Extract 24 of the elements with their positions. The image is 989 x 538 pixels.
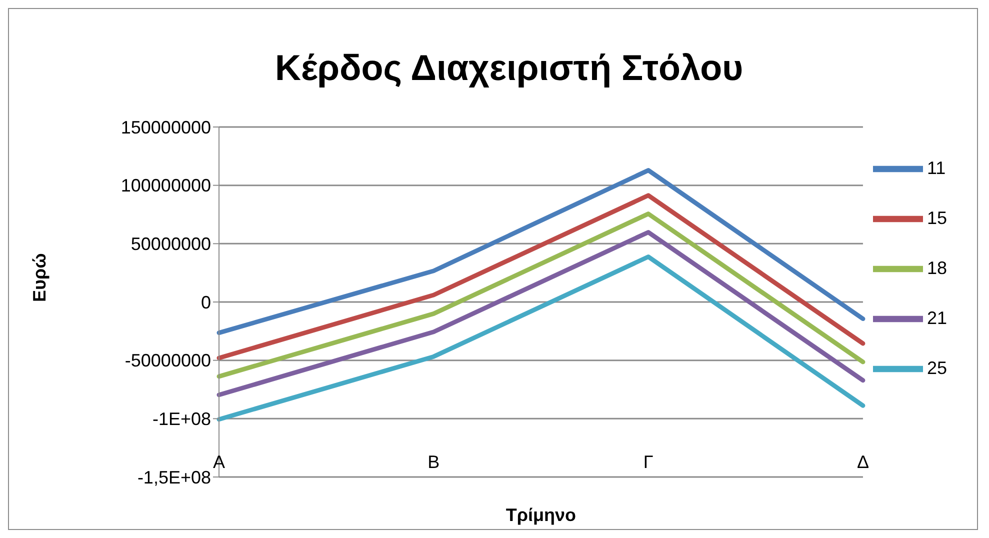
y-tick-label: 50000000 <box>130 234 211 254</box>
legend-label: 21 <box>926 308 947 328</box>
x-tick-label: Α <box>212 452 226 472</box>
legend-label: 15 <box>926 208 947 228</box>
y-axis-title: Ευρώ <box>29 253 50 302</box>
y-tick-label: -50000000 <box>124 350 211 371</box>
y-tick-label: 150000000 <box>120 117 211 138</box>
y-tick-label: -1E+08 <box>152 409 211 430</box>
y-tick-label: -1,5E+08 <box>137 467 211 488</box>
legend-label: 18 <box>926 258 947 278</box>
legend-label: 11 <box>926 158 946 178</box>
legend-label: 25 <box>926 358 947 378</box>
x-tick-label: Δ <box>856 452 869 472</box>
line-series <box>216 193 866 360</box>
line-series <box>216 212 866 379</box>
x-axis-title: Τρίμηνο <box>506 505 576 525</box>
y-tick-label: 100000000 <box>120 176 211 196</box>
y-tick-label: 0 <box>200 292 211 312</box>
x-tick-label: Γ <box>643 452 654 472</box>
x-tick-label: Β <box>428 452 440 472</box>
line-series <box>216 168 866 336</box>
line-series <box>216 254 866 422</box>
line-series <box>216 230 866 398</box>
chart-title: Κέρδος Διαχειριστή Στόλου <box>274 47 744 89</box>
